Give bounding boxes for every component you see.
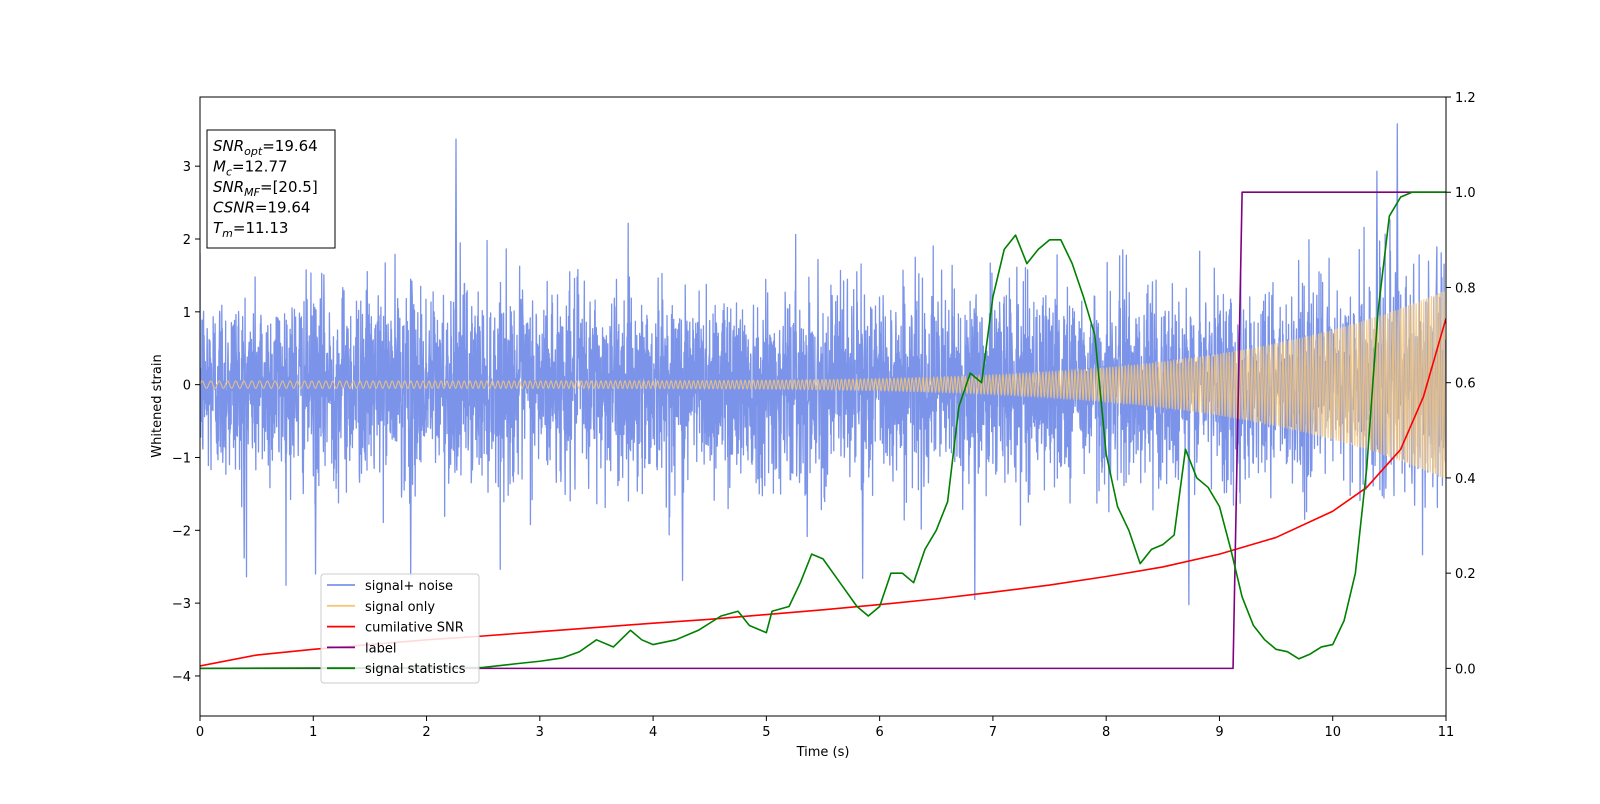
legend-label: cumilative SNR	[365, 621, 464, 636]
legend-label: signal only	[365, 600, 435, 615]
info-line: Mc=12.77	[213, 158, 288, 179]
series-signal-statistics	[200, 191, 1446, 670]
y-left-tick-label: −4	[172, 670, 191, 685]
legend: signal+ noise signal only cumilative SNR la…	[320, 573, 480, 684]
legend-entry: cumilative SNR	[327, 621, 464, 636]
info-line: Tm=11.13	[213, 219, 288, 240]
y-left-tick-label: 3	[183, 160, 191, 175]
x-tick-label: 0	[196, 725, 204, 740]
series-signal-noise	[200, 123, 1446, 606]
series-label	[200, 191, 1446, 670]
legend-entry: signal+ noise	[327, 579, 453, 594]
y-left-tick-label: 2	[183, 233, 191, 248]
x-tick-label: 6	[875, 725, 883, 740]
ticks-layer: 0 1 2 3 4 5 6 7 8 9 10 11 −4 −3 −2 −1 0 1 2 3 0.0 0.2 0.4 0.6 0.…	[172, 91, 1476, 740]
y-right-tick-label: 0.4	[1455, 472, 1476, 487]
legend-label: label	[365, 641, 396, 656]
plot-frame	[199, 96, 1447, 717]
y-left-tick-label: −2	[172, 524, 191, 539]
y-left-tick-label: 0	[183, 379, 191, 394]
x-tick-label: 9	[1215, 725, 1223, 740]
x-tick-label: 5	[762, 725, 770, 740]
x-tick-label: 3	[536, 725, 544, 740]
y-left-tick-label: −1	[172, 451, 191, 466]
legend-frame	[320, 573, 480, 684]
y-right-tick-label: 0.2	[1455, 567, 1476, 582]
y-axis-title: Whitened strain	[150, 354, 165, 457]
y-right-tick-label: 0.6	[1455, 377, 1476, 392]
legend-entry: signal statistics	[327, 662, 466, 677]
x-tick-label: 4	[649, 725, 657, 740]
y-left-tick-label: −3	[172, 597, 191, 612]
legend-entry: signal only	[327, 600, 435, 615]
x-tick-label: 10	[1324, 725, 1341, 740]
y-right-tick-label: 0.8	[1455, 281, 1476, 296]
x-axis-title: Time (s)	[796, 745, 850, 760]
x-tick-label: 8	[1102, 725, 1110, 740]
info-box: SNRopt=19.64Mc=12.77SNRMF=[20.5]CSNR=19.…	[206, 129, 336, 249]
y-left-tick-label: 1	[183, 306, 191, 321]
legend-label: signal statistics	[365, 662, 466, 677]
x-tick-label: 7	[989, 725, 997, 740]
info-line: SNRMF=[20.5]	[213, 178, 318, 199]
legend-label: signal+ noise	[365, 579, 453, 594]
y-right-tick-label: 1.2	[1455, 91, 1476, 106]
legend-entry: label	[327, 641, 396, 656]
x-tick-label: 1	[309, 725, 317, 740]
x-tick-label: 2	[422, 725, 430, 740]
info-line: CSNR=19.64	[213, 199, 310, 217]
y-right-tick-label: 0.0	[1455, 662, 1476, 677]
info-line: SNRopt=19.64	[213, 137, 318, 158]
x-tick-label: 11	[1438, 725, 1455, 740]
y-right-tick-label: 1.0	[1455, 186, 1476, 201]
info-box-frame	[206, 129, 336, 249]
